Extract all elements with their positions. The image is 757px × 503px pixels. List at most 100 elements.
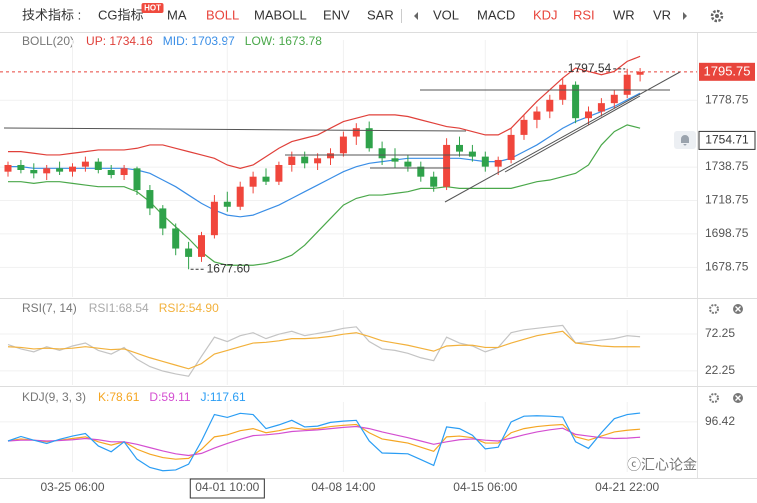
- candle-body: [352, 128, 360, 137]
- candle-body: [4, 164, 12, 172]
- toolbar-label: 技术指标 :: [22, 7, 81, 22]
- extreme-label: 1677.60: [207, 261, 251, 275]
- panel-icons: [709, 304, 743, 403]
- candle-body: [288, 156, 296, 165]
- scroll-right[interactable]: [683, 12, 687, 20]
- candle-body: [262, 176, 270, 182]
- candle-body: [404, 161, 412, 167]
- indicator-tab[interactable]: WR: [613, 7, 635, 22]
- last-price-box: [699, 62, 755, 81]
- legend-entry: LOW: 1673.78: [245, 34, 322, 48]
- candle-body: [597, 103, 605, 112]
- legend-entry: D:59.11: [149, 390, 190, 404]
- candle-body: [585, 111, 592, 119]
- extreme-label: 1797.54: [568, 61, 612, 75]
- indicator-line: [7, 425, 641, 457]
- x-tick-label: 03-25 06:00: [40, 480, 104, 494]
- candle-body: [533, 111, 541, 120]
- candle-body: [94, 161, 102, 170]
- hot-badge: HOT: [144, 4, 161, 13]
- legend-title: KDJ(9, 3, 3): [22, 390, 86, 404]
- last-price-label: 1795.75: [704, 63, 751, 78]
- candle-body: [559, 84, 567, 100]
- panel-settings[interactable]: [709, 304, 719, 314]
- candle-body: [314, 158, 322, 164]
- indicator-tab[interactable]: RSI: [573, 7, 595, 22]
- scroll-left[interactable]: [414, 12, 418, 20]
- indicator-tab[interactable]: MACD: [477, 7, 515, 22]
- indicator-tab[interactable]: VR: [653, 7, 671, 22]
- y-tick-label: 1778.75: [705, 92, 749, 106]
- candle-body: [30, 169, 38, 174]
- hot-badge-bg: [141, 3, 164, 13]
- x-tick-label: 04-21 22:00: [595, 480, 659, 494]
- candle-body: [120, 168, 128, 176]
- candle-body: [443, 144, 451, 187]
- legend-entry: RSI1:68.54: [89, 301, 149, 315]
- candle-body: [610, 94, 618, 104]
- candle-body: [494, 159, 502, 167]
- panel-close-x: [735, 306, 741, 312]
- settings-icon[interactable]: [710, 9, 724, 23]
- candle-body: [107, 169, 115, 176]
- indicator-line: [7, 330, 641, 370]
- panel-settings[interactable]: [709, 393, 719, 403]
- candle-body: [223, 201, 231, 207]
- y-tick-label: 1718.75: [705, 193, 749, 207]
- indicator-tab[interactable]: MA: [167, 7, 187, 22]
- candle-body: [468, 151, 476, 157]
- y-tick-label: 1738.75: [705, 159, 749, 173]
- candle-body: [327, 153, 334, 159]
- legend-entry: RSI2:54.90: [159, 301, 219, 315]
- candle-body: [43, 168, 51, 174]
- candle-body: [456, 144, 463, 152]
- candle-body: [430, 176, 438, 187]
- legend-entry: UP: 1734.16: [86, 34, 153, 48]
- candle-body: [146, 190, 154, 209]
- y-tick-label: 96.42: [705, 414, 735, 428]
- candle-body: [623, 74, 631, 95]
- candle-body: [159, 208, 167, 229]
- candle-body: [185, 248, 193, 257]
- candle-body: [546, 99, 554, 112]
- candle-body: [636, 71, 644, 75]
- candle-body: [133, 168, 141, 191]
- crosshair-x-box: [189, 478, 265, 499]
- candle-body: [365, 128, 373, 149]
- x-tick-label: 04-01 10:00: [195, 480, 259, 494]
- candle-body: [236, 186, 244, 207]
- toolbar: 技术指标 : CG指标 HOT MA BOLL MABOLL ENV SAR VOL MACD K…: [0, 3, 757, 33]
- trendlines: [3, 71, 681, 203]
- indicator-tab[interactable]: VOL: [433, 7, 459, 22]
- band-line: [8, 92, 641, 218]
- indicator-tab[interactable]: MABOLL: [254, 7, 307, 22]
- alert-bell[interactable]: [674, 131, 696, 149]
- y-tick-label: 1698.75: [705, 226, 749, 240]
- indicator-tab[interactable]: BOLL: [206, 7, 239, 22]
- panel-close-x: [735, 395, 741, 401]
- candle-body: [339, 136, 347, 154]
- candle-body: [378, 148, 386, 159]
- crosshair-y-box: [698, 130, 756, 150]
- candle-body: [391, 158, 399, 162]
- indicator-tab[interactable]: CG指标: [98, 7, 144, 22]
- candle-body: [198, 235, 205, 257]
- candle-body: [17, 164, 25, 170]
- candle-body: [249, 176, 257, 187]
- trendline: [3, 127, 467, 132]
- legend-title: BOLL(20): [22, 34, 74, 48]
- indicator-tab[interactable]: KDJ: [533, 7, 558, 22]
- indicator-line: [7, 423, 641, 460]
- candle-body: [81, 161, 89, 167]
- legend-title: RSI(7, 14): [22, 301, 77, 315]
- indicator-tab[interactable]: ENV: [323, 7, 350, 22]
- candle-body: [172, 228, 180, 249]
- indicator-tab[interactable]: SAR: [367, 7, 394, 22]
- y-tick-label: 1678.75: [705, 260, 749, 274]
- trendline: [504, 95, 641, 173]
- indicator-line: [7, 324, 641, 377]
- band-line: [8, 124, 641, 266]
- candle-body: [69, 166, 76, 172]
